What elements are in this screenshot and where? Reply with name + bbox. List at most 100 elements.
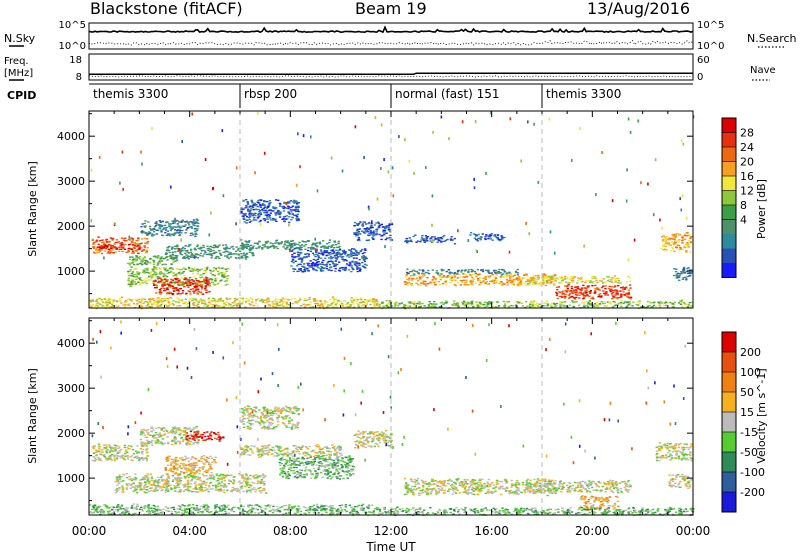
radar-echo-cell bbox=[465, 281, 469, 283]
radar-echo-cell bbox=[146, 301, 149, 303]
radar-echo-cell bbox=[204, 276, 208, 278]
radar-echo-cell bbox=[269, 245, 272, 248]
radar-echo-cell bbox=[177, 301, 180, 304]
radar-echo-cell bbox=[638, 300, 641, 302]
radar-echo-cell bbox=[166, 441, 170, 444]
radar-echo-cell bbox=[531, 279, 534, 281]
radar-echo-cell bbox=[331, 252, 334, 255]
radar-echo-cell bbox=[579, 291, 582, 293]
radar-echo-cell bbox=[167, 233, 170, 235]
radar-echo-cell bbox=[668, 238, 671, 241]
radar-echo-cell bbox=[174, 433, 177, 435]
radar-echo-cell bbox=[361, 261, 364, 264]
radar-echo-cell bbox=[364, 223, 368, 225]
radar-echo-cell bbox=[140, 442, 143, 444]
radar-echo-cell bbox=[193, 228, 197, 230]
radar-echo-cell bbox=[203, 280, 206, 282]
radar-echo-cell bbox=[152, 280, 156, 282]
radar-echo-cell bbox=[100, 239, 103, 242]
nsky-tick-top: 10^5 bbox=[59, 20, 86, 31]
radar-echo-cell bbox=[368, 228, 371, 230]
radar-echo-cell bbox=[185, 281, 188, 283]
radar-echo-cell bbox=[328, 239, 332, 241]
radar-echo-cell bbox=[588, 281, 592, 284]
radar-echo-cell bbox=[181, 302, 184, 304]
radar-echo-cell bbox=[240, 255, 244, 257]
radar-echo-cell bbox=[387, 306, 390, 308]
radar-echo-cell bbox=[587, 286, 590, 289]
radar-echo-cell bbox=[142, 444, 145, 446]
radar-echo-cell bbox=[182, 429, 185, 432]
radar-echo-cell bbox=[287, 242, 290, 244]
radar-echo-cell bbox=[351, 261, 354, 263]
radar-echo-cell bbox=[296, 209, 299, 211]
radar-echo-cell bbox=[209, 250, 212, 253]
radar-echo-cell bbox=[119, 457, 122, 459]
radar-echo-cell bbox=[490, 272, 493, 274]
radar-echo-cell bbox=[581, 302, 584, 304]
radar-echo-cell bbox=[143, 279, 146, 281]
radar-echo-cell bbox=[472, 306, 475, 308]
radar-echo-cell bbox=[109, 251, 113, 253]
radar-echo-cell bbox=[241, 248, 244, 251]
radar-echo-cell bbox=[670, 249, 673, 252]
radar-echo-cell bbox=[113, 454, 116, 457]
radar-echo-cell bbox=[300, 305, 303, 307]
radar-echo-cell bbox=[97, 456, 100, 459]
radar-echo-cell bbox=[587, 303, 590, 305]
radar-echo-cell bbox=[325, 251, 328, 253]
radar-echo-cell bbox=[362, 304, 365, 306]
radar-echo-cell bbox=[605, 292, 608, 294]
radar-echo-cell bbox=[680, 139, 683, 142]
radar-echo-cell bbox=[473, 186, 476, 190]
radar-echo-cell bbox=[214, 304, 218, 306]
radar-echo-cell bbox=[544, 274, 547, 276]
radar-echo-cell bbox=[189, 283, 192, 286]
radar-echo-cell bbox=[245, 256, 248, 258]
radar-echo-cell bbox=[185, 254, 188, 256]
radar-echo-cell bbox=[179, 305, 182, 307]
radar-echo-cell bbox=[299, 268, 302, 270]
radar-echo-cell bbox=[156, 440, 160, 442]
radar-echo-cell bbox=[224, 255, 227, 257]
radar-echo-cell bbox=[430, 282, 433, 285]
radar-echo-cell bbox=[501, 236, 504, 238]
radar-echo-cell bbox=[220, 305, 223, 307]
radar-echo-cell bbox=[359, 233, 362, 235]
radar-echo-cell bbox=[362, 231, 365, 233]
radar-echo-cell bbox=[241, 246, 244, 248]
radar-echo-cell bbox=[188, 439, 191, 441]
radar-echo-cell bbox=[286, 240, 290, 242]
radar-echo-cell bbox=[230, 305, 233, 308]
radar-echo-cell bbox=[133, 243, 136, 246]
radar-echo-cell bbox=[358, 228, 361, 230]
radar-echo-cell bbox=[611, 306, 615, 308]
radar-echo-cell bbox=[318, 306, 321, 308]
radar-echo-cell bbox=[437, 280, 440, 283]
radar-echo-cell bbox=[123, 458, 126, 461]
radar-echo-cell bbox=[503, 283, 506, 285]
radar-echo-cell bbox=[217, 298, 221, 300]
radar-echo-cell bbox=[675, 273, 678, 275]
radar-echo-cell bbox=[308, 265, 311, 267]
radar-echo-cell bbox=[605, 291, 608, 293]
radar-echo-cell bbox=[131, 250, 135, 252]
radar-echo-cell bbox=[195, 279, 199, 282]
radar-echo-cell bbox=[484, 276, 487, 278]
radar-echo-cell bbox=[129, 283, 132, 286]
radar-echo-cell bbox=[350, 255, 353, 258]
radar-echo-cell bbox=[363, 263, 367, 265]
radar-echo-cell bbox=[533, 300, 536, 302]
radar-echo-cell bbox=[487, 271, 490, 273]
radar-echo-cell bbox=[159, 282, 162, 284]
radar-echo-cell bbox=[226, 255, 229, 257]
radar-echo-cell bbox=[513, 273, 516, 275]
radar-echo-cell bbox=[406, 305, 410, 307]
radar-echo-cell bbox=[195, 288, 198, 290]
radar-echo-cell bbox=[193, 224, 196, 227]
radar-echo-cell bbox=[174, 232, 177, 235]
radar-echo-cell bbox=[687, 272, 690, 275]
radar-echo-cell bbox=[368, 232, 371, 234]
radar-echo-cell bbox=[308, 298, 311, 301]
radar-echo-cell bbox=[492, 281, 496, 283]
